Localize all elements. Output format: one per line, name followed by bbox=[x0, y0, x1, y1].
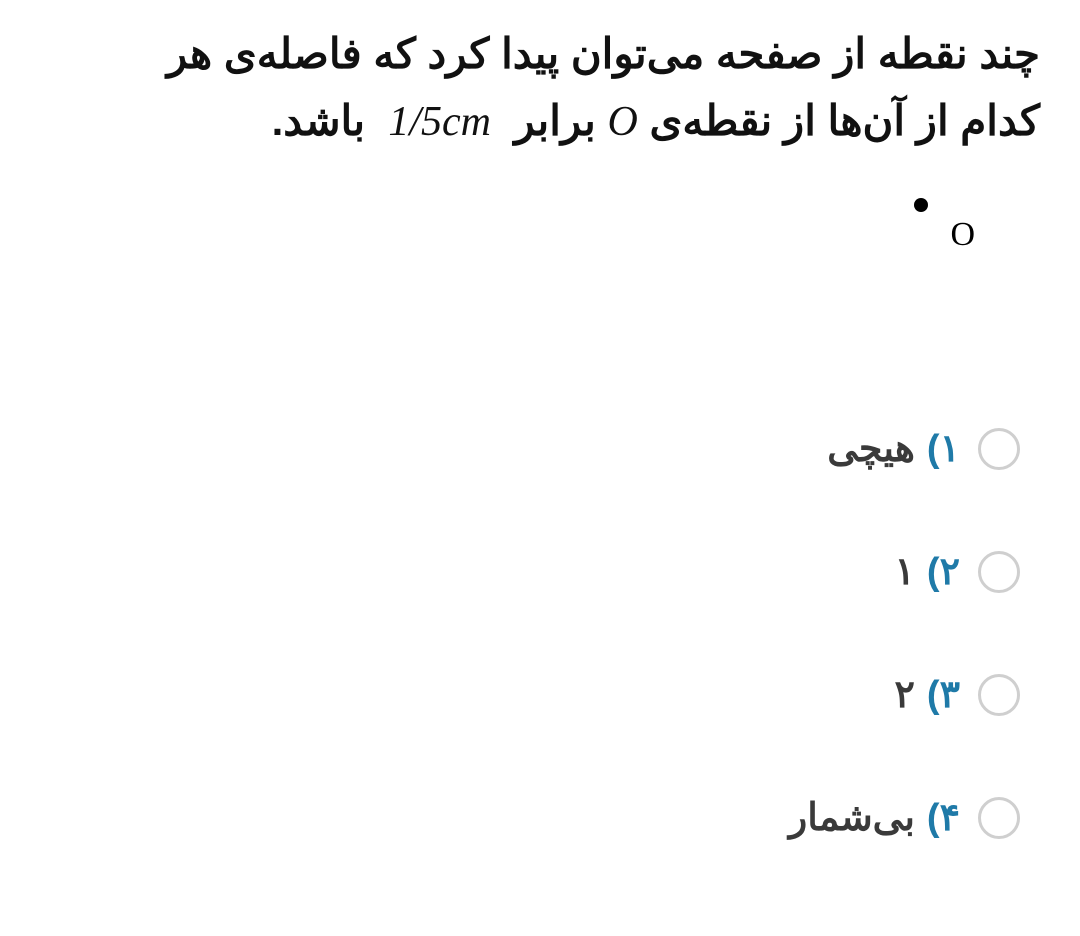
math-point-o: O bbox=[607, 89, 637, 156]
option-2[interactable]: ۲) ۱ bbox=[40, 549, 1020, 594]
option-1[interactable]: ۱) هیچی bbox=[40, 426, 1020, 471]
options-list: ۱) هیچی ۲) ۱ ۳) ۲ ۴) بی‌شمار bbox=[0, 406, 1080, 840]
option-text: هیچی bbox=[827, 426, 915, 471]
option-text: ۲ bbox=[895, 672, 915, 717]
option-number: ۳) bbox=[927, 672, 960, 717]
question-line2-mid: برابر bbox=[514, 97, 595, 144]
option-text: ۱ bbox=[895, 549, 915, 594]
radio-icon[interactable] bbox=[978, 428, 1020, 470]
question-text: چند نقطه از صفحه می‌توان پیدا کرد که فاص… bbox=[40, 20, 1040, 156]
point-dot bbox=[914, 198, 928, 212]
question-line2-suffix: باشد. bbox=[272, 97, 365, 144]
math-value: 1/5cm bbox=[388, 89, 491, 156]
option-number: ۲) bbox=[927, 549, 960, 594]
radio-icon[interactable] bbox=[978, 551, 1020, 593]
option-number: ۴) bbox=[927, 795, 960, 840]
option-4[interactable]: ۴) بی‌شمار bbox=[40, 795, 1020, 840]
option-3[interactable]: ۳) ۲ bbox=[40, 672, 1020, 717]
figure-area: O bbox=[40, 186, 1040, 406]
question-line2-prefix: کدام از آن‌ها از نقطه‌ی bbox=[649, 97, 1040, 144]
question-line1: چند نقطه از صفحه می‌توان پیدا کرد که فاص… bbox=[167, 30, 1040, 77]
radio-icon[interactable] bbox=[978, 797, 1020, 839]
point-label: O bbox=[950, 216, 975, 254]
question-block: چند نقطه از صفحه می‌توان پیدا کرد که فاص… bbox=[0, 0, 1080, 406]
option-text: بی‌شمار bbox=[789, 795, 915, 840]
radio-icon[interactable] bbox=[978, 674, 1020, 716]
option-number: ۱) bbox=[927, 426, 960, 471]
